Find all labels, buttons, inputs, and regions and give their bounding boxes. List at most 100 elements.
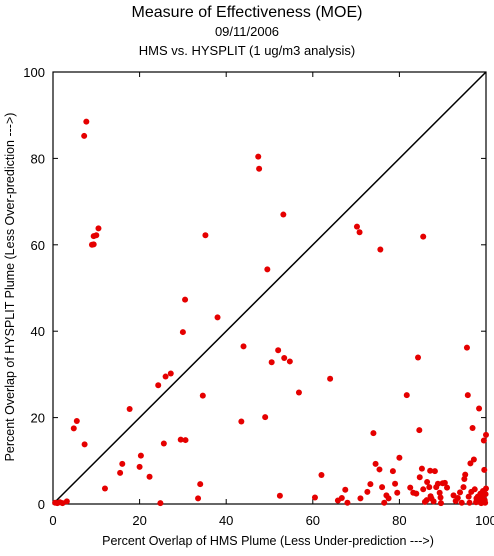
data-point — [275, 347, 282, 354]
data-point — [416, 427, 423, 434]
data-point — [460, 484, 467, 491]
data-point — [464, 392, 471, 399]
data-point — [482, 491, 489, 498]
data-point — [146, 473, 153, 480]
data-point — [430, 498, 437, 505]
data-point — [256, 165, 263, 172]
y-tick-label: 80 — [31, 151, 45, 166]
data-point — [364, 488, 371, 495]
data-point — [95, 225, 102, 232]
data-point — [344, 499, 351, 506]
data-point — [427, 467, 434, 474]
plot-frame — [52, 71, 487, 505]
data-point — [454, 494, 461, 501]
data-point — [465, 493, 472, 500]
data-point — [370, 430, 377, 437]
y-tick-label: 20 — [31, 411, 45, 426]
data-point — [437, 494, 444, 501]
points-layer — [52, 118, 489, 507]
data-point — [377, 246, 384, 253]
data-point — [83, 118, 90, 125]
x-tick-label: 40 — [219, 513, 233, 528]
data-point — [436, 489, 443, 496]
data-point — [101, 485, 108, 492]
data-point — [126, 405, 133, 412]
data-point — [262, 414, 269, 421]
data-point — [463, 344, 470, 351]
data-point — [90, 241, 97, 248]
data-point — [480, 437, 487, 444]
data-point — [356, 229, 363, 236]
data-point — [214, 314, 221, 321]
data-point — [376, 466, 383, 473]
data-point — [73, 418, 80, 425]
data-point — [416, 474, 423, 481]
data-point — [483, 485, 489, 492]
data-point — [93, 232, 100, 239]
data-point — [457, 489, 464, 496]
data-point — [444, 484, 451, 491]
data-point — [426, 484, 433, 491]
data-point — [470, 456, 477, 463]
data-point — [81, 132, 88, 139]
data-point — [182, 437, 189, 444]
data-point — [177, 436, 184, 443]
data-point — [59, 500, 66, 507]
data-point — [338, 494, 345, 501]
chart-subtitle-comparison: HMS vs. HYSPLIT (1 ug/m3 analysis) — [139, 43, 356, 58]
data-point — [379, 484, 386, 491]
data-point — [268, 359, 275, 366]
data-point — [420, 233, 427, 240]
data-point — [473, 495, 480, 502]
data-point — [357, 495, 364, 502]
data-point — [136, 463, 143, 470]
data-point — [311, 494, 318, 501]
data-point — [423, 497, 430, 504]
data-point — [276, 492, 283, 499]
x-tick-label: 20 — [132, 513, 146, 528]
y-tick-label: 60 — [31, 238, 45, 253]
data-point — [403, 392, 410, 399]
data-point — [117, 469, 124, 476]
data-point — [280, 211, 287, 218]
y-tick-label: 0 — [38, 497, 45, 512]
data-point — [197, 481, 204, 488]
data-point — [157, 500, 164, 507]
data-point — [381, 499, 388, 506]
data-point — [318, 472, 325, 479]
data-point — [415, 354, 422, 361]
data-point — [467, 460, 474, 467]
data-point — [182, 296, 189, 303]
data-point — [481, 466, 488, 473]
y-tick-layer: 0 20 40 60 80 100 — [23, 65, 486, 512]
x-tick-label: 0 — [49, 513, 56, 528]
data-point — [295, 389, 302, 396]
data-point — [413, 490, 420, 497]
plot-area-border — [52, 71, 487, 505]
data-point — [437, 500, 444, 507]
data-point — [372, 460, 379, 467]
data-point — [155, 382, 162, 389]
y-tick-label: 100 — [23, 65, 45, 80]
reference-line-layer — [52, 71, 487, 505]
data-point — [420, 486, 427, 493]
data-point — [466, 499, 473, 506]
x-tick-label: 60 — [306, 513, 320, 528]
data-point — [418, 465, 425, 472]
data-point — [264, 266, 271, 273]
data-point — [119, 460, 126, 467]
data-point — [441, 479, 448, 486]
data-point — [483, 431, 489, 438]
x-tick-label: 80 — [392, 513, 406, 528]
data-point — [240, 343, 247, 350]
data-point — [462, 471, 469, 478]
diagonal-reference-line — [52, 71, 487, 505]
data-point — [396, 454, 403, 461]
data-point — [342, 486, 349, 493]
y-axis-label: Percent Overlap of HYSPLIT Plume (Less O… — [3, 113, 17, 462]
data-point — [286, 358, 293, 365]
data-point — [434, 480, 441, 487]
x-tick-label: 100 — [475, 513, 494, 528]
data-point — [385, 495, 392, 502]
